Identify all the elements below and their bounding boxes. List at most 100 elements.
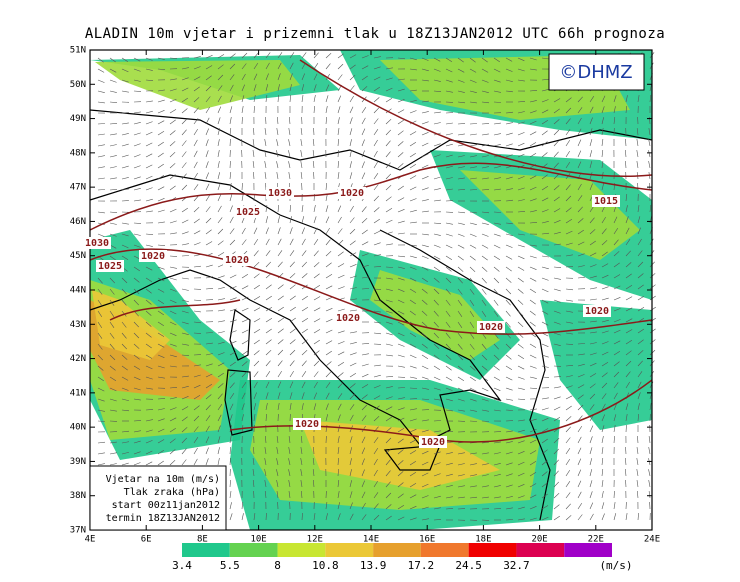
wind-arrow bbox=[565, 332, 573, 335]
wind-arrow bbox=[217, 425, 221, 433]
wind-arrow bbox=[409, 299, 416, 305]
wind-arrow bbox=[397, 471, 404, 477]
wind-arrow bbox=[313, 73, 318, 81]
colorbar-label: 5.5 bbox=[220, 559, 240, 572]
wind-arrow bbox=[301, 250, 307, 257]
wind-arrow bbox=[349, 161, 352, 169]
wind-arrow bbox=[517, 419, 525, 422]
wind-arrow bbox=[217, 240, 224, 246]
wind-arrow bbox=[325, 340, 333, 345]
wind-arrow bbox=[457, 398, 465, 402]
wind-arrow bbox=[385, 406, 393, 411]
wind-arrow bbox=[277, 349, 284, 356]
wind-arrow bbox=[445, 310, 451, 317]
wind-arrow bbox=[613, 382, 619, 389]
wind-arrow bbox=[493, 354, 500, 361]
wind-arrow bbox=[313, 371, 319, 378]
wind-arrow bbox=[529, 310, 536, 316]
wind-arrow bbox=[445, 57, 453, 63]
wind-arrow bbox=[409, 163, 417, 169]
wind-arrow bbox=[541, 221, 549, 224]
colorbar-swatch bbox=[325, 543, 374, 557]
wind-arrow bbox=[493, 133, 501, 136]
wind-arrow bbox=[613, 361, 620, 367]
wind-arrow bbox=[457, 101, 466, 104]
wind-arrow bbox=[409, 517, 417, 521]
wind-arrow bbox=[385, 416, 392, 422]
wind-arrow bbox=[577, 480, 582, 488]
wind-arrow bbox=[493, 68, 501, 73]
wind-arrow bbox=[565, 230, 573, 235]
wind-arrow bbox=[312, 469, 315, 477]
wind-arrow bbox=[337, 436, 340, 444]
wind-arrow bbox=[264, 480, 267, 488]
wind-arrow bbox=[445, 154, 453, 158]
wind-arrow bbox=[121, 299, 127, 306]
wind-arrow bbox=[276, 480, 279, 488]
wind-arrow bbox=[217, 287, 225, 290]
wind-arrow bbox=[276, 447, 279, 455]
wind-arrow bbox=[625, 273, 632, 279]
wind-arrow bbox=[373, 437, 379, 444]
wind-arrow bbox=[277, 94, 279, 103]
wind-arrow bbox=[373, 458, 378, 466]
lat-label: 47N bbox=[70, 183, 86, 193]
wind-arrow bbox=[445, 496, 453, 499]
wind-arrow bbox=[325, 239, 331, 246]
wind-arrow bbox=[601, 362, 609, 367]
wind-arrow bbox=[637, 392, 641, 400]
wind-arrow bbox=[409, 141, 417, 147]
isobar-label-bg bbox=[293, 418, 321, 430]
wind-arrow bbox=[385, 354, 393, 357]
wind-arrow bbox=[205, 117, 210, 125]
wind-arrow bbox=[553, 492, 560, 499]
wind-arrow bbox=[145, 131, 153, 136]
wind-arrow bbox=[505, 277, 512, 283]
wind-arrow bbox=[457, 123, 466, 125]
wind-arrow bbox=[529, 68, 537, 71]
wind-arrow bbox=[565, 161, 571, 169]
wind-arrow bbox=[229, 372, 236, 378]
wind-arrow bbox=[445, 188, 453, 191]
wind-arrow bbox=[349, 414, 354, 422]
wind-arrow bbox=[229, 297, 237, 301]
wind-arrow bbox=[385, 504, 392, 510]
wind-arrow bbox=[277, 62, 282, 70]
wind-arrow bbox=[349, 228, 356, 235]
wind-arrow bbox=[313, 360, 320, 367]
wind-arrow bbox=[493, 188, 501, 191]
wind-arrow bbox=[553, 470, 559, 477]
wind-arrow bbox=[301, 512, 303, 521]
wind-arrow bbox=[145, 100, 153, 103]
wind-arrow bbox=[385, 515, 392, 521]
wind-arrow bbox=[109, 409, 117, 412]
wind-arrow bbox=[565, 254, 573, 257]
wind-arrow bbox=[421, 321, 428, 327]
wind-arrow bbox=[229, 160, 231, 169]
wind-arrow bbox=[553, 504, 560, 510]
wind-arrow bbox=[529, 387, 538, 389]
wind-arrow bbox=[253, 84, 257, 92]
wind-arrow bbox=[121, 277, 128, 284]
wind-arrow bbox=[97, 354, 104, 361]
wind-arrow bbox=[157, 428, 165, 433]
wind-arrow bbox=[217, 150, 220, 158]
wind-arrow bbox=[385, 448, 391, 455]
wind-arrow bbox=[109, 441, 117, 444]
wind-arrow bbox=[349, 95, 354, 103]
wind-arrow bbox=[541, 460, 548, 466]
wind-arrow bbox=[277, 52, 283, 59]
wind-arrow bbox=[565, 405, 572, 411]
wind-arrow bbox=[445, 462, 453, 466]
wind-arrow bbox=[301, 84, 305, 92]
wind-arrow bbox=[601, 502, 605, 510]
wind-arrow bbox=[409, 365, 417, 369]
wind-arrow bbox=[625, 216, 629, 224]
wind-arrow bbox=[133, 165, 141, 169]
wind-arrow bbox=[553, 515, 560, 521]
wind-arrow bbox=[325, 194, 328, 202]
wind-patch bbox=[95, 60, 300, 110]
wind-arrow bbox=[589, 491, 593, 499]
wind-arrow bbox=[493, 452, 501, 455]
wind-arrow bbox=[109, 144, 117, 147]
